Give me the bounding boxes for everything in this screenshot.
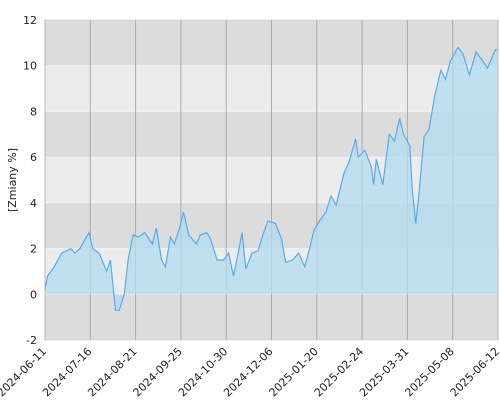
y-axis-label: [Zmiany %] — [6, 148, 19, 212]
y-tick-label: 10 — [23, 60, 37, 73]
y-tick-label: 6 — [30, 151, 37, 164]
y-tick-label: 2 — [30, 243, 37, 256]
y-tick-label: 4 — [30, 197, 37, 210]
y-tick-label: 0 — [30, 288, 37, 301]
plot-border — [44, 19, 499, 341]
y-tick-label: 12 — [23, 14, 37, 27]
y-tick-label: -2 — [26, 334, 37, 347]
area — [45, 47, 498, 311]
line — [44, 46, 498, 311]
y-tick-label: 8 — [30, 105, 37, 118]
